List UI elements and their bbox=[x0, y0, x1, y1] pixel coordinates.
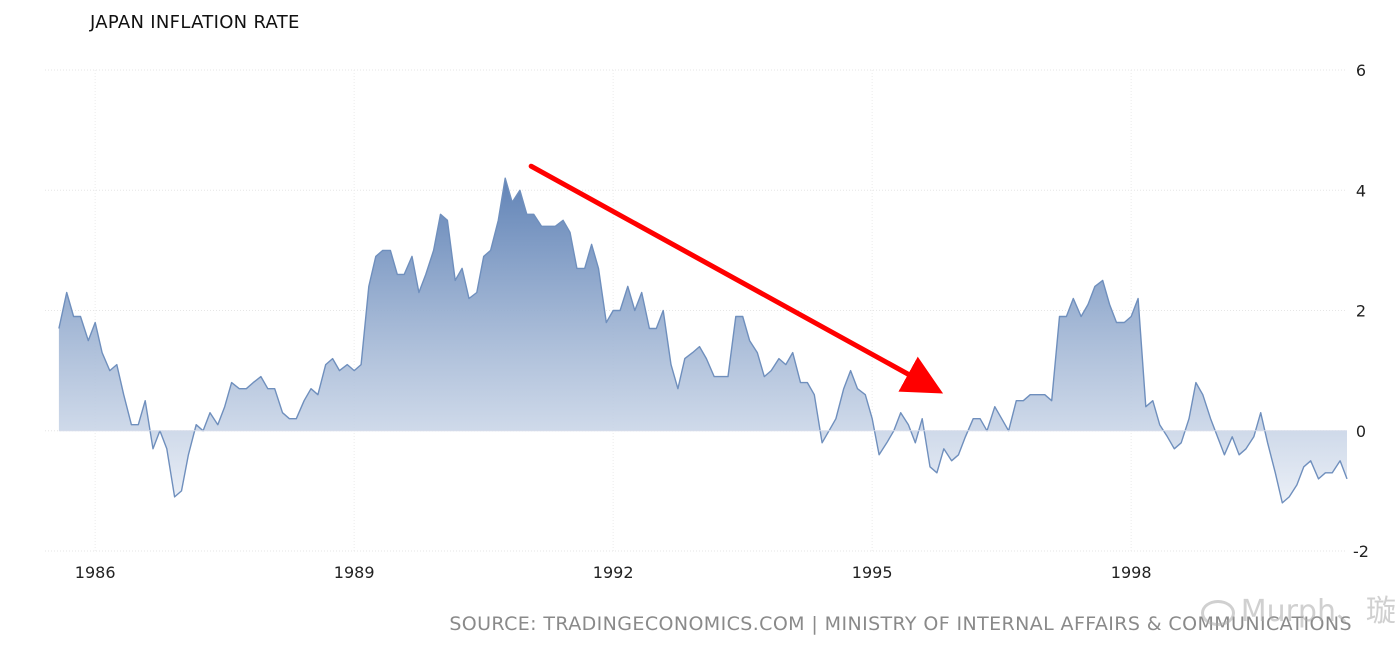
y-tick-label: 0 bbox=[1356, 422, 1366, 441]
x-tick-label: 1995 bbox=[852, 563, 893, 582]
watermark-text: Murph、璇 bbox=[1240, 594, 1396, 629]
grid bbox=[45, 69, 1345, 552]
y-tick-label: -2 bbox=[1353, 542, 1369, 561]
chart-title: JAPAN INFLATION RATE bbox=[90, 12, 300, 33]
source-note: SOURCE: TRADINGECONOMICS.COM | MINISTRY … bbox=[449, 613, 1352, 635]
series-line bbox=[58, 177, 1348, 504]
series-area bbox=[58, 178, 1347, 503]
trend-arrow bbox=[528, 163, 944, 394]
area-layer bbox=[58, 177, 1348, 504]
annotations bbox=[528, 163, 944, 394]
x-tick-label: 1989 bbox=[334, 563, 375, 582]
axis-labels: 6 4 2 0 -2 1986 1989 1992 1995 1998 bbox=[75, 61, 1369, 582]
watermark: Murph、璇 bbox=[1200, 586, 1396, 630]
weibo-icon bbox=[1200, 599, 1235, 626]
y-tick-label: 4 bbox=[1356, 181, 1366, 200]
x-tick-label: 1992 bbox=[593, 563, 634, 582]
x-tick-label: 1986 bbox=[75, 563, 116, 582]
y-tick-label: 6 bbox=[1356, 61, 1366, 80]
x-tick-label: 1998 bbox=[1111, 563, 1152, 582]
y-tick-label: 2 bbox=[1356, 302, 1366, 321]
